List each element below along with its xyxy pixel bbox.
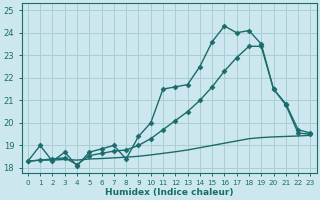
X-axis label: Humidex (Indice chaleur): Humidex (Indice chaleur) xyxy=(105,188,233,197)
